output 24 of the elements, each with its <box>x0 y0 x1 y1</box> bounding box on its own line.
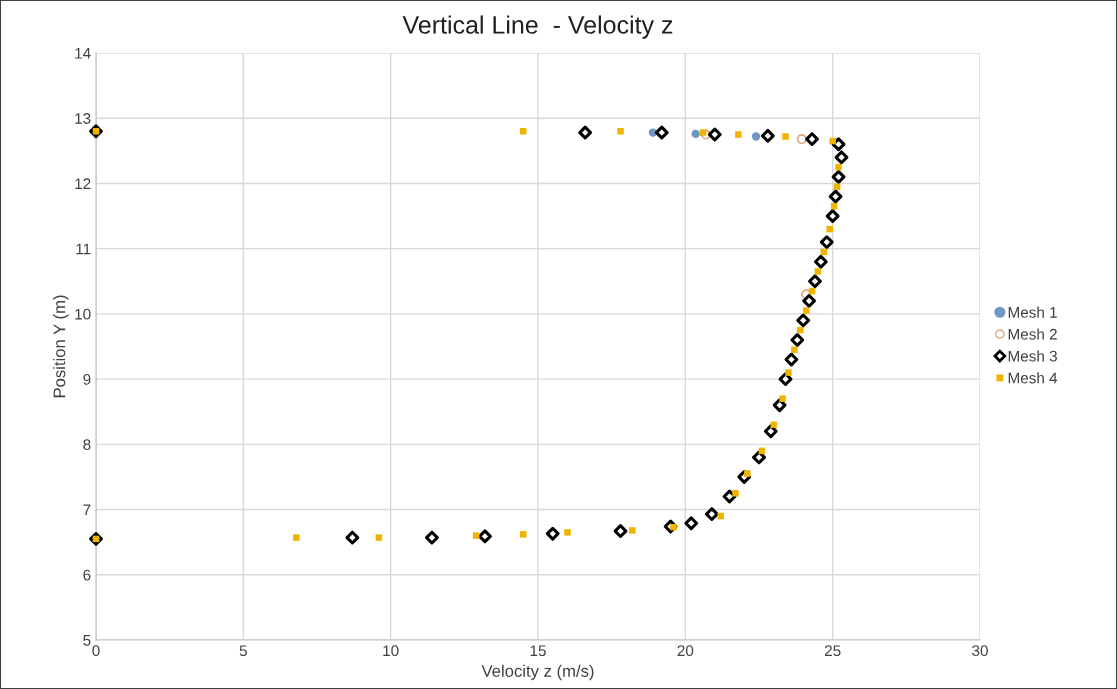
y-tick-label: 5 <box>83 635 91 646</box>
x-tick-label: 20 <box>677 645 694 657</box>
chart-title: Vertical Line - Velocity z <box>402 15 673 39</box>
y-tick-label: 10 <box>75 308 91 320</box>
y-tick-label: 7 <box>83 504 91 516</box>
x-tick-label: 5 <box>239 645 247 657</box>
y-axis-title: Position Y (m) <box>53 295 69 398</box>
y-tick-label: 12 <box>75 178 91 189</box>
legend-label: Mesh 4 <box>1008 372 1058 384</box>
x-tick-label: 10 <box>383 645 399 657</box>
x-tick-label: 25 <box>824 645 841 657</box>
legend-label: Mesh 3 <box>1008 350 1057 362</box>
y-tick-label: 6 <box>83 569 91 581</box>
x-tick-label: 0 <box>92 645 100 657</box>
y-tick-label: 8 <box>83 439 91 451</box>
y-tick-label: 14 <box>75 48 91 59</box>
x-axis-title: Velocity z (m/s) <box>481 664 594 681</box>
y-tick-label: 11 <box>76 243 91 255</box>
x-tick-label: 15 <box>530 645 546 657</box>
legend-label: Mesh 2 <box>1008 328 1057 340</box>
legend-label: Mesh 1 <box>1008 306 1057 318</box>
y-tick-label: 9 <box>83 373 91 385</box>
x-tick-label: 30 <box>972 645 988 657</box>
y-tick-label: 13 <box>75 113 91 124</box>
